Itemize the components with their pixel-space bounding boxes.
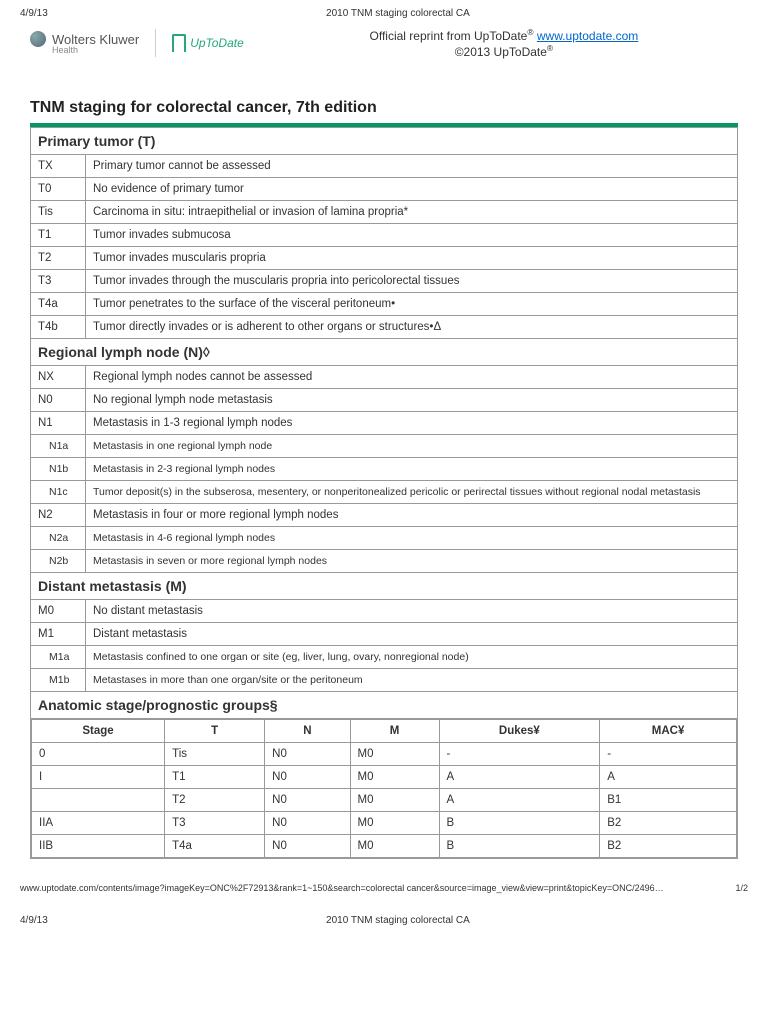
table-row: N1Metastasis in 1-3 regional lymph nodes (31, 412, 738, 435)
table-row: M1Distant metastasis (31, 623, 738, 646)
stage-code: N2a (31, 527, 86, 550)
stage-code: N2b (31, 550, 86, 573)
stage-description: Metastases in more than one organ/site o… (86, 669, 738, 692)
stage-description: Carcinoma in situ: intraepithelial or in… (86, 201, 738, 224)
table-row: T4aTumor penetrates to the surface of th… (31, 293, 738, 316)
table-row: TisCarcinoma in situ: intraepithelial or… (31, 201, 738, 224)
column-header: M (350, 720, 439, 743)
table-row: N1aMetastasis in one regional lymph node (31, 435, 738, 458)
section-header: Anatomic stage/prognostic groups§ (31, 692, 738, 719)
stage-description: Distant metastasis (86, 623, 738, 646)
table-row: N2bMetastasis in seven or more regional … (31, 550, 738, 573)
stage-description: Metastasis in four or more regional lymp… (86, 504, 738, 527)
main-title: TNM staging for colorectal cancer, 7th e… (30, 99, 738, 117)
section-header: Primary tumor (T) (31, 128, 738, 155)
stage-description: Tumor penetrates to the surface of the v… (86, 293, 738, 316)
table-row: N0No regional lymph node metastasis (31, 389, 738, 412)
stage-code: N2 (31, 504, 86, 527)
stage-code: Tis (31, 201, 86, 224)
stage-code: M1b (31, 669, 86, 692)
stage-code: M0 (31, 600, 86, 623)
stage-description: Tumor invades submucosa (86, 224, 738, 247)
footer-page: 1/2 (735, 883, 748, 893)
wolters-kluwer-logo: Wolters Kluwer (30, 31, 139, 47)
table-row: N1cTumor deposit(s) in the subserosa, me… (31, 481, 738, 504)
stage-description: Primary tumor cannot be assessed (86, 155, 738, 178)
tnm-table: Primary tumor (T)TXPrimary tumor cannot … (30, 127, 738, 859)
table-row: M1bMetastases in more than one organ/sit… (31, 669, 738, 692)
stage-code: N1a (31, 435, 86, 458)
stage-description: Tumor invades muscularis propria (86, 247, 738, 270)
stage-code: N1 (31, 412, 86, 435)
stage-code: T0 (31, 178, 86, 201)
stage-description: Metastasis in seven or more regional lym… (86, 550, 738, 573)
content-area: TNM staging for colorectal cancer, 7th e… (0, 69, 768, 879)
stage-code: TX (31, 155, 86, 178)
table-row: T1Tumor invades submucosa (31, 224, 738, 247)
table-row: N1bMetastasis in 2-3 regional lymph node… (31, 458, 738, 481)
stage-code: T3 (31, 270, 86, 293)
stage-code: N1c (31, 481, 86, 504)
table-row: M0No distant metastasis (31, 600, 738, 623)
print-date: 4/9/13 (20, 8, 48, 19)
stage-code: N0 (31, 389, 86, 412)
stage-code: T4a (31, 293, 86, 316)
table-row: T4bTumor directly invades or is adherent… (31, 316, 738, 339)
table-row: IIAT3N0M0BB2 (32, 812, 737, 835)
column-header: Dukes¥ (439, 720, 600, 743)
stage-description: Metastasis in 1-3 regional lymph nodes (86, 412, 738, 435)
stage-description: Metastasis in 4-6 regional lymph nodes (86, 527, 738, 550)
stage-description: No evidence of primary tumor (86, 178, 738, 201)
print-header: 4/9/13 2010 TNM staging colorectal CA (0, 0, 768, 23)
stage-code: M1a (31, 646, 86, 669)
table-row: T2N0M0AB1 (32, 789, 737, 812)
stage-description: Metastasis confined to one organ or site… (86, 646, 738, 669)
table-row: M1aMetastasis confined to one organ or s… (31, 646, 738, 669)
reprint-block: Official reprint from UpToDate® www.upto… (260, 27, 748, 59)
stage-description: No regional lymph node metastasis (86, 389, 738, 412)
section-header: Regional lymph node (N)◊ (31, 339, 738, 366)
table-row: IIBT4aN0M0BB2 (32, 835, 737, 858)
table-row: N2aMetastasis in 4-6 regional lymph node… (31, 527, 738, 550)
stage-code: NX (31, 366, 86, 389)
table-row: NXRegional lymph nodes cannot be assesse… (31, 366, 738, 389)
print-header-repeat: 4/9/13 2010 TNM staging colorectal CA (0, 907, 768, 930)
uptodate-link[interactable]: www.uptodate.com (537, 29, 638, 43)
stage-description: Tumor invades through the muscularis pro… (86, 270, 738, 293)
uptodate-logo: UpToDate (172, 34, 244, 52)
stage-code: T1 (31, 224, 86, 247)
stage-code: N1b (31, 458, 86, 481)
stage-code: T2 (31, 247, 86, 270)
table-row: 0TisN0M0-- (32, 743, 737, 766)
stage-code: T4b (31, 316, 86, 339)
stage-description: Regional lymph nodes cannot be assessed (86, 366, 738, 389)
section-header: Distant metastasis (M) (31, 573, 738, 600)
column-header: MAC¥ (600, 720, 737, 743)
table-row: T2Tumor invades muscularis propria (31, 247, 738, 270)
stage-description: Tumor deposit(s) in the subserosa, mesen… (86, 481, 738, 504)
print-doc-title: 2010 TNM staging colorectal CA (326, 8, 470, 19)
stage-description: Metastasis in 2-3 regional lymph nodes (86, 458, 738, 481)
stage-table: StageTNMDukes¥MAC¥0TisN0M0--IT1N0M0AAT2N… (31, 719, 737, 858)
print-footer: www.uptodate.com/contents/image?imageKey… (0, 879, 768, 897)
stage-code: M1 (31, 623, 86, 646)
brand-row: Wolters Kluwer Health UpToDate Official … (0, 23, 768, 69)
stage-description: Tumor directly invades or is adherent to… (86, 316, 738, 339)
table-row: T3Tumor invades through the muscularis p… (31, 270, 738, 293)
stage-description: No distant metastasis (86, 600, 738, 623)
table-row: N2Metastasis in four or more regional ly… (31, 504, 738, 527)
wk-subbrand: Health (52, 45, 139, 55)
table-row: TXPrimary tumor cannot be assessed (31, 155, 738, 178)
uptodate-icon (172, 34, 186, 52)
stage-description: Metastasis in one regional lymph node (86, 435, 738, 458)
wk-globe-icon (30, 31, 46, 47)
column-header: N (265, 720, 350, 743)
table-row: IT1N0M0AA (32, 766, 737, 789)
column-header: T (165, 720, 265, 743)
table-row: T0No evidence of primary tumor (31, 178, 738, 201)
footer-url: www.uptodate.com/contents/image?imageKey… (20, 883, 664, 893)
brand-divider (155, 29, 156, 57)
column-header: Stage (32, 720, 165, 743)
